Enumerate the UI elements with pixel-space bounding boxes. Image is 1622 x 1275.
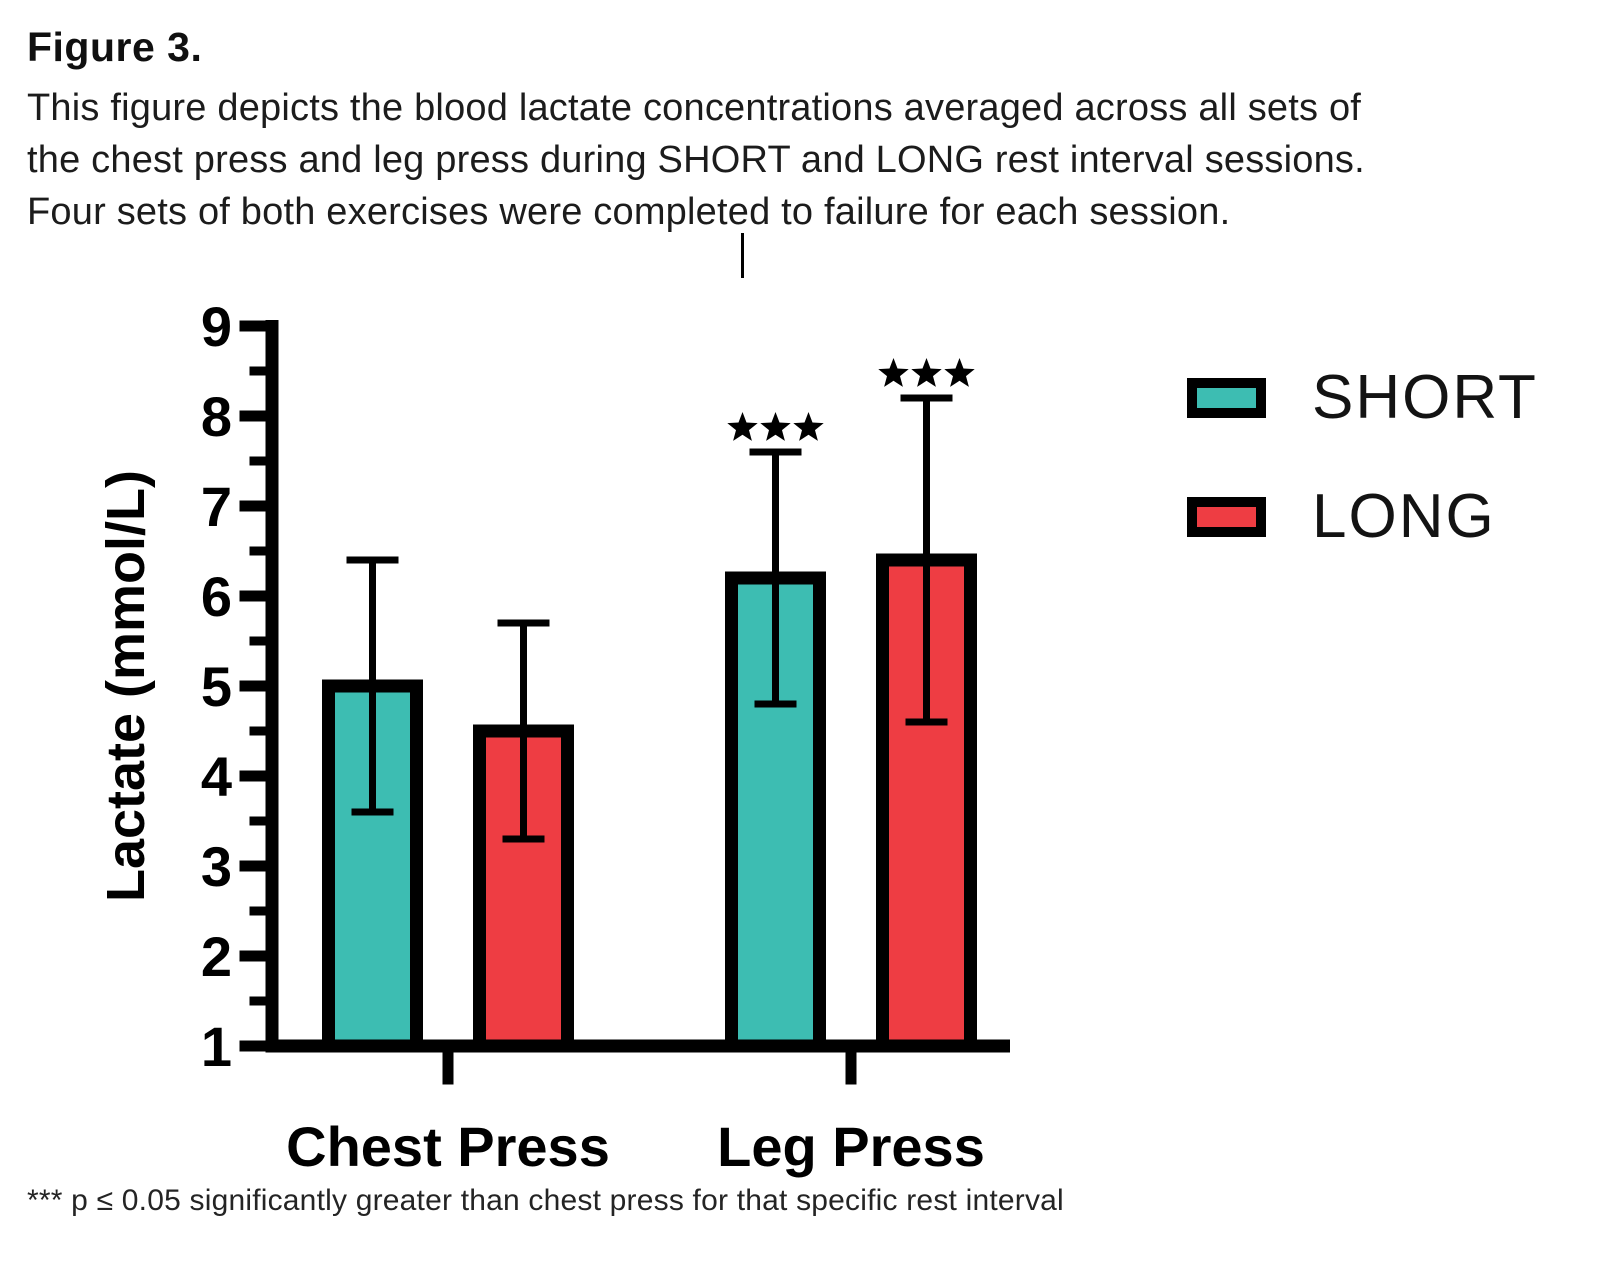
y-tick-label: 8 [201,385,232,448]
error-bar-chest-press-short [346,556,399,816]
x-category-label-leg-press: Leg Press [717,1115,985,1178]
significance-stars-leg-press-short [727,412,824,441]
y-axis-title: Lactate (mmol/L) [100,470,156,902]
long-swatch-fill [1197,507,1256,527]
short-swatch-fill [1197,388,1256,408]
error-bar-chest-press-long [497,619,550,843]
caption-line-1: This figure depicts the blood lactate co… [27,87,1362,129]
significance-footnote: *** p ≤ 0.05 significantly greater than … [27,1184,1064,1217]
y-tick-label: 7 [201,475,232,538]
star-icon [793,412,824,441]
lactate-bar-chart: 1 2 3 4 5 6 7 8 9 Lactate (mmol/L) Chest Press Leg … [100,280,1060,1180]
short-series-swatch [1187,378,1266,418]
y-tick-label: 4 [201,745,232,808]
text-cursor [741,233,744,278]
star-icon [760,412,791,441]
figure-title: Figure 3. [27,24,203,70]
caption-line-3: Four sets of both exercises were complet… [27,191,1231,233]
figure-header: Figure 3. This figure depicts the blood … [27,24,1365,238]
caption-line-2: the chest press and leg press during SHO… [27,139,1365,181]
star-icon [944,358,975,387]
x-category-label-chest-press: Chest Press [286,1115,610,1178]
star-icon [727,412,758,441]
y-tick-label: 9 [201,295,232,358]
legend-item-short: SHORT [1187,367,1538,429]
chart-legend: SHORT LONG [1187,367,1538,605]
bar-chart-svg: 1 2 3 4 5 6 7 8 9 Lactate (mmol/L) Chest Press Leg … [100,295,1010,1178]
error-bar-leg-press-short [749,448,802,708]
y-tick-label: 2 [201,925,232,988]
y-tick-label: 3 [201,835,232,898]
error-bar-leg-press-long [900,394,953,726]
significance-stars-leg-press-long [878,358,975,387]
legend-label-short: SHORT [1312,363,1538,432]
y-tick-label: 6 [201,565,232,628]
legend-item-long: LONG [1187,486,1538,548]
legend-label-long: LONG [1312,482,1496,551]
figure-caption: This figure depicts the blood lactate co… [27,82,1365,238]
star-icon [911,358,942,387]
y-tick-label: 5 [201,655,232,718]
long-series-swatch [1187,497,1266,537]
y-tick-label: 1 [201,1015,232,1078]
star-icon [878,358,909,387]
